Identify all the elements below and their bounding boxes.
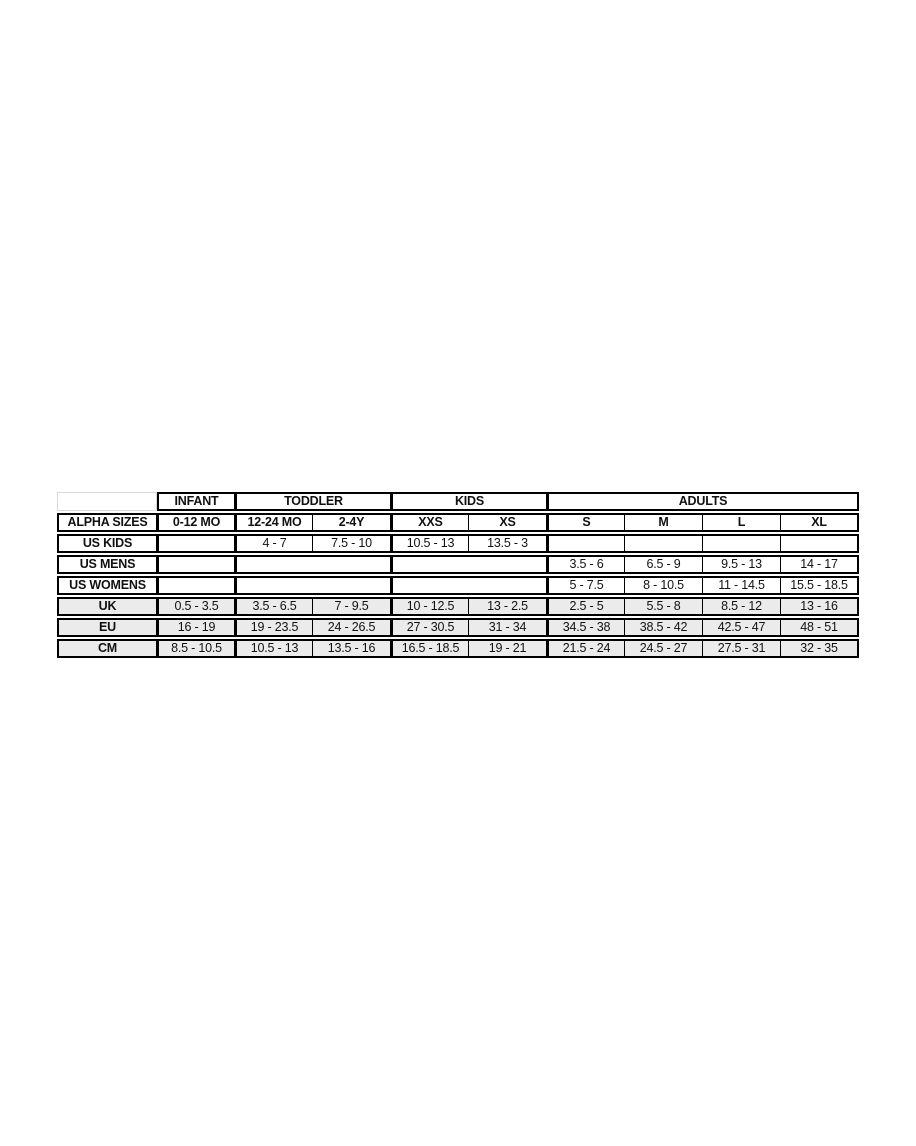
size-cell: 38.5 - 42 xyxy=(625,618,703,637)
corner-cell xyxy=(57,492,157,511)
size-cell: 13 - 16 xyxy=(781,597,859,616)
size-cell: 6.5 - 9 xyxy=(625,555,703,574)
size-cell: 31 - 34 xyxy=(469,618,547,637)
size-cell xyxy=(391,555,547,574)
size-cell: 8.5 - 10.5 xyxy=(157,639,235,658)
size-cell: 3.5 - 6 xyxy=(547,555,625,574)
size-cell xyxy=(703,534,781,553)
size-chart-container: INFANT TODDLER KIDS ADULTS ALPHA SIZES 0… xyxy=(57,490,859,660)
row-us-womens: US WOMENS 5 - 7.5 8 - 10.5 11 - 14.5 15.… xyxy=(57,576,859,595)
size-cell: 13.5 - 16 xyxy=(313,639,391,658)
size-cell: 24.5 - 27 xyxy=(625,639,703,658)
size-cell xyxy=(235,555,391,574)
row-age-groups: INFANT TODDLER KIDS ADULTS xyxy=(57,492,859,511)
alpha-size-cell: L xyxy=(703,513,781,532)
row-label-us-womens: US WOMENS xyxy=(57,576,157,595)
alpha-size-cell: S xyxy=(547,513,625,532)
size-cell: 19 - 21 xyxy=(469,639,547,658)
size-cell: 2.5 - 5 xyxy=(547,597,625,616)
size-cell: 32 - 35 xyxy=(781,639,859,658)
size-cell xyxy=(235,576,391,595)
size-cell: 10 - 12.5 xyxy=(391,597,469,616)
sock-size-conversion-table: INFANT TODDLER KIDS ADULTS ALPHA SIZES 0… xyxy=(57,490,859,660)
size-cell: 9.5 - 13 xyxy=(703,555,781,574)
size-cell: 16 - 19 xyxy=(157,618,235,637)
size-cell: 13.5 - 3 xyxy=(469,534,547,553)
size-cell: 21.5 - 24 xyxy=(547,639,625,658)
size-cell: 13 - 2.5 xyxy=(469,597,547,616)
alpha-size-cell: XL xyxy=(781,513,859,532)
size-cell: 3.5 - 6.5 xyxy=(235,597,313,616)
alpha-size-cell: 0-12 MO xyxy=(157,513,235,532)
size-cell: 4 - 7 xyxy=(235,534,313,553)
size-cell: 0.5 - 3.5 xyxy=(157,597,235,616)
row-cm: CM 8.5 - 10.5 10.5 - 13 13.5 - 16 16.5 -… xyxy=(57,639,859,658)
row-label-uk: UK xyxy=(57,597,157,616)
size-cell xyxy=(157,576,235,595)
row-alpha-sizes: ALPHA SIZES 0-12 MO 12-24 MO 2-4Y XXS XS… xyxy=(57,513,859,532)
group-header-infant: INFANT xyxy=(157,492,235,511)
row-label-us-mens: US MENS xyxy=(57,555,157,574)
row-label-alpha-sizes: ALPHA SIZES xyxy=(57,513,157,532)
alpha-size-cell: 12-24 MO xyxy=(235,513,313,532)
row-uk: UK 0.5 - 3.5 3.5 - 6.5 7 - 9.5 10 - 12.5… xyxy=(57,597,859,616)
alpha-size-cell: XS xyxy=(469,513,547,532)
size-cell: 8.5 - 12 xyxy=(703,597,781,616)
size-cell: 42.5 - 47 xyxy=(703,618,781,637)
size-cell: 7.5 - 10 xyxy=(313,534,391,553)
row-us-mens: US MENS 3.5 - 6 6.5 - 9 9.5 - 13 14 - 17 xyxy=(57,555,859,574)
size-cell xyxy=(157,534,235,553)
group-header-kids: KIDS xyxy=(391,492,547,511)
size-cell: 27 - 30.5 xyxy=(391,618,469,637)
row-label-cm: CM xyxy=(57,639,157,658)
size-cell: 48 - 51 xyxy=(781,618,859,637)
size-cell: 24 - 26.5 xyxy=(313,618,391,637)
size-cell xyxy=(157,555,235,574)
group-header-adults: ADULTS xyxy=(547,492,859,511)
size-cell xyxy=(547,534,625,553)
size-cell: 14 - 17 xyxy=(781,555,859,574)
size-cell: 19 - 23.5 xyxy=(235,618,313,637)
size-cell: 5 - 7.5 xyxy=(547,576,625,595)
size-cell xyxy=(625,534,703,553)
group-header-toddler: TODDLER xyxy=(235,492,391,511)
size-cell xyxy=(391,576,547,595)
row-eu: EU 16 - 19 19 - 23.5 24 - 26.5 27 - 30.5… xyxy=(57,618,859,637)
size-cell: 16.5 - 18.5 xyxy=(391,639,469,658)
size-cell: 7 - 9.5 xyxy=(313,597,391,616)
size-cell: 34.5 - 38 xyxy=(547,618,625,637)
alpha-size-cell: M xyxy=(625,513,703,532)
size-cell: 10.5 - 13 xyxy=(235,639,313,658)
size-cell: 11 - 14.5 xyxy=(703,576,781,595)
size-cell: 5.5 - 8 xyxy=(625,597,703,616)
size-cell: 10.5 - 13 xyxy=(391,534,469,553)
size-cell xyxy=(781,534,859,553)
row-label-eu: EU xyxy=(57,618,157,637)
size-cell: 8 - 10.5 xyxy=(625,576,703,595)
size-cell: 15.5 - 18.5 xyxy=(781,576,859,595)
size-cell: 27.5 - 31 xyxy=(703,639,781,658)
alpha-size-cell: 2-4Y xyxy=(313,513,391,532)
row-us-kids: US KIDS 4 - 7 7.5 - 10 10.5 - 13 13.5 - … xyxy=(57,534,859,553)
alpha-size-cell: XXS xyxy=(391,513,469,532)
row-label-us-kids: US KIDS xyxy=(57,534,157,553)
